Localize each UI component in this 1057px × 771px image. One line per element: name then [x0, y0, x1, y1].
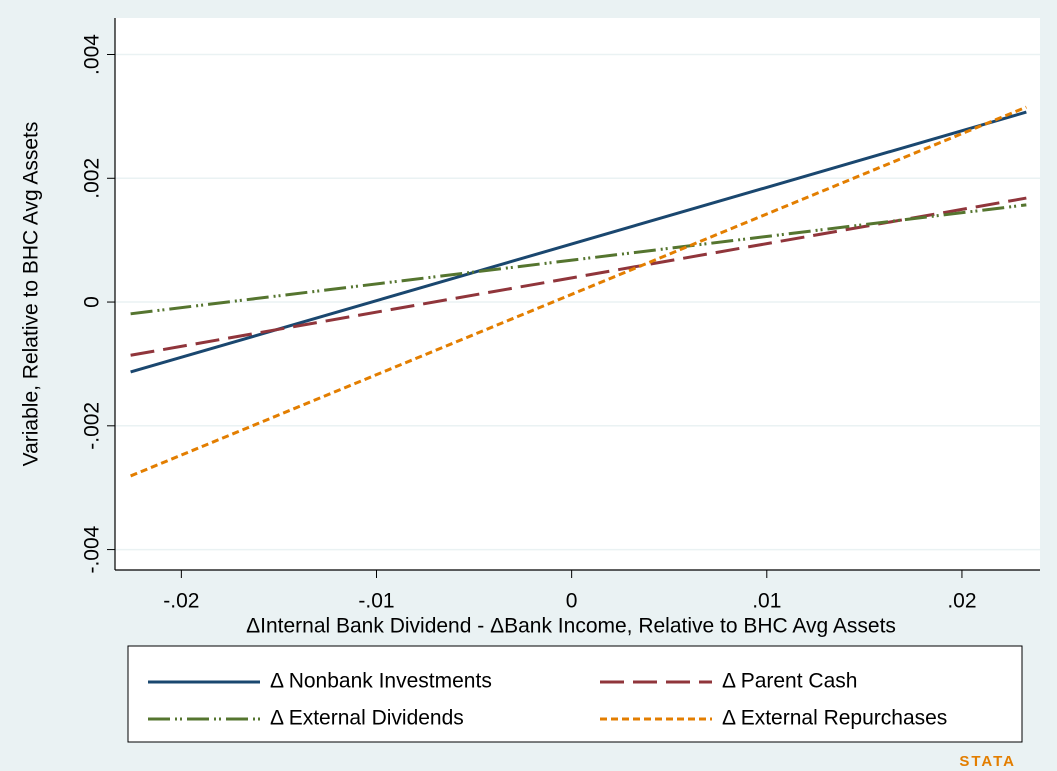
x-tick-label: .02	[947, 590, 976, 613]
series-line	[130, 196, 1027, 357]
plot-area	[115, 18, 1040, 570]
series-line	[130, 203, 1027, 316]
legend-label: Δ Parent Cash	[722, 670, 857, 693]
y-tick-label: 0	[81, 296, 104, 308]
legend-label: Δ External Dividends	[270, 707, 464, 730]
x-tick-label: -.02	[163, 590, 199, 613]
y-tick-label: -.004	[81, 525, 104, 573]
logo: STATA	[959, 753, 1016, 770]
series-line	[130, 105, 1027, 478]
y-axis-label: Variable, Relative to BHC Avg Assets	[20, 122, 43, 467]
x-tick-label: -.01	[358, 590, 394, 613]
y-tick-label: .002	[81, 158, 104, 199]
legend-label: Δ Nonbank Investments	[270, 670, 492, 693]
x-tick-label: 0	[566, 590, 578, 613]
legend-box	[127, 645, 1023, 743]
x-tick-label: .01	[752, 590, 781, 613]
y-tick-label: -.002	[81, 402, 104, 450]
y-tick-label: .004	[81, 34, 104, 75]
legend-label: Δ External Repurchases	[722, 707, 947, 730]
x-axis-label: ΔInternal Bank Dividend - ΔBank Income, …	[246, 615, 896, 638]
